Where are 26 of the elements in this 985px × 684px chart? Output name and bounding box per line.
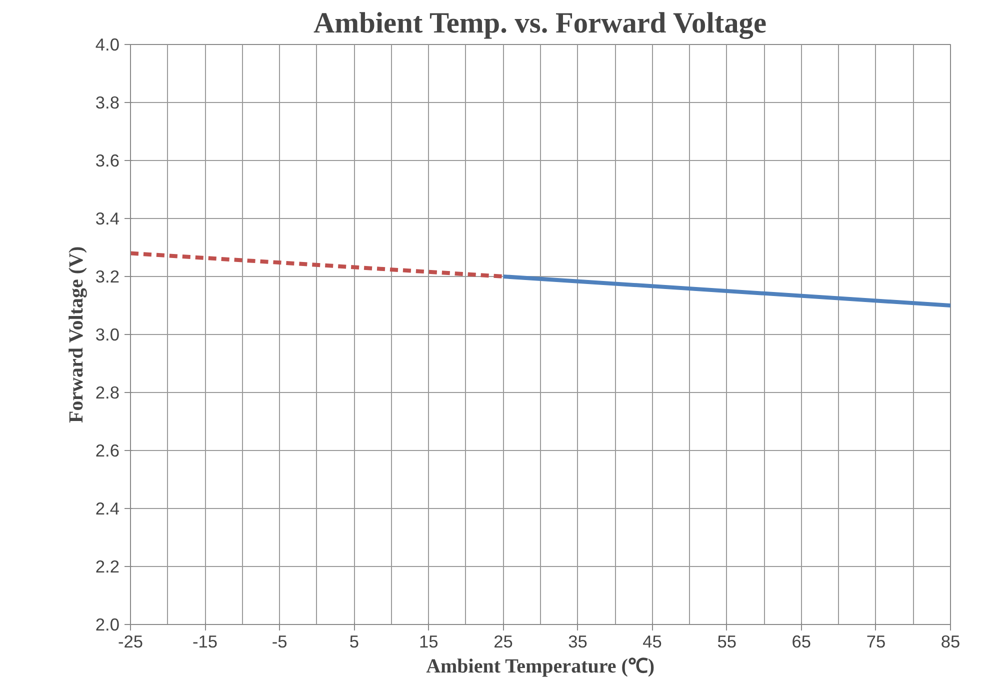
y-tick-label: 2.0 [95, 614, 120, 634]
y-tick-label: 3.8 [95, 92, 120, 112]
y-tick-label: 3.4 [95, 208, 120, 228]
y-tick-label: 4.0 [95, 34, 120, 54]
y-tick-label: 3.6 [95, 150, 120, 170]
x-tick-label: 65 [792, 632, 812, 652]
x-tick-label: 35 [568, 632, 588, 652]
x-tick-label: 85 [940, 632, 960, 652]
x-axis-title: Ambient Temperature (℃) [426, 656, 655, 678]
y-tick-label: 2.6 [95, 440, 120, 460]
x-tick-label: 15 [419, 632, 438, 652]
x-tick-label: 5 [349, 632, 359, 652]
y-tick-label: 3.2 [95, 266, 120, 286]
y-tick-label: 2.4 [95, 498, 120, 518]
x-tick-label: 75 [866, 632, 886, 652]
x-tick-label: -5 [272, 632, 288, 652]
x-tick-label: -25 [118, 632, 144, 652]
y-tick-label: 2.2 [95, 556, 120, 576]
x-tick-label: 45 [642, 632, 662, 652]
x-tick-label: 55 [717, 632, 737, 652]
chart-title: Ambient Temp. vs. Forward Voltage [313, 8, 766, 40]
y-tick-label: 2.8 [95, 382, 120, 402]
x-tick-label: -15 [192, 632, 218, 652]
y-axis-title: Forward Voltage (V) [65, 246, 88, 423]
y-tick-label: 3.0 [95, 324, 120, 344]
x-tick-label: 25 [494, 632, 513, 652]
